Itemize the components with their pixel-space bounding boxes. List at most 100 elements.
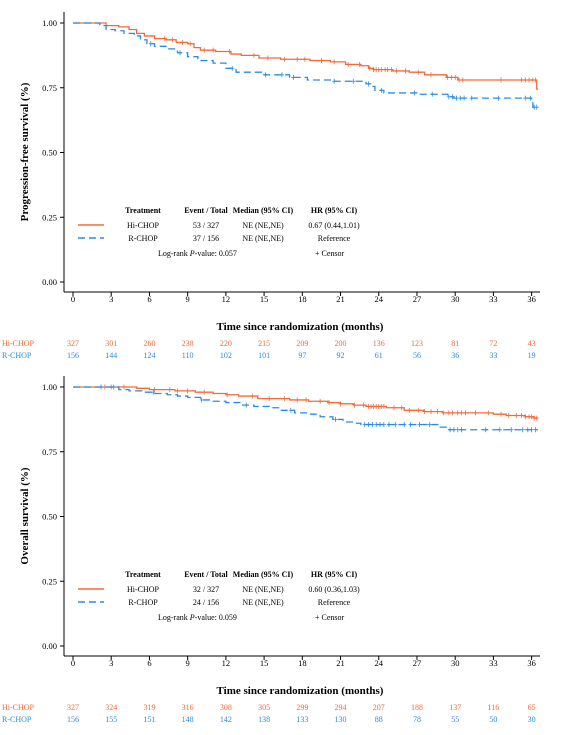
at-risk-count: 65 (528, 703, 536, 712)
x-tick-label: 12 (222, 294, 231, 304)
at-risk-count: 294 (335, 703, 347, 712)
logrank-text: Log-rank P-value: 0.057 (158, 249, 237, 258)
x-tick-label: 27 (413, 294, 422, 304)
x-tick-label: 33 (489, 294, 498, 304)
legend-header: HR (95% CI) (311, 206, 358, 215)
at-risk-count: 155 (105, 715, 117, 724)
logrank-p: P (189, 249, 195, 258)
y-tick-label: 0.50 (42, 512, 57, 522)
logrank-p: P (189, 613, 195, 622)
legend-header: HR (95% CI) (311, 570, 358, 579)
legend-header: Median (95% CI) (233, 206, 294, 215)
at-risk-count: 61 (375, 351, 383, 360)
legend-treatment: Hi-CHOP (127, 585, 160, 594)
at-risk-count: 308 (220, 703, 232, 712)
legend-events: 24 / 156 (193, 598, 219, 607)
legend-header: Treatment (125, 206, 161, 215)
legend-hr: 0.60 (0.36,1.03) (308, 585, 360, 594)
x-tick-label: 18 (298, 294, 307, 304)
legend-treatment: R-CHOP (128, 234, 158, 243)
at-risk-label-r-chop: R-CHOP (2, 715, 32, 724)
x-tick-label: 0 (71, 294, 75, 304)
legend-treatment: R-CHOP (128, 598, 158, 607)
y-tick-label: 1.00 (42, 382, 57, 392)
y-tick-label: 1.00 (42, 18, 57, 28)
x-tick-label: 15 (260, 294, 269, 304)
at-risk-count: 102 (220, 351, 232, 360)
at-risk-count: 33 (489, 351, 497, 360)
at-risk-count: 156 (67, 351, 79, 360)
at-risk-count: 92 (337, 351, 345, 360)
at-risk-count: 301 (105, 339, 117, 348)
logrank-text: Log-rank P-value: 0.059 (158, 613, 237, 622)
at-risk-count: 316 (182, 703, 194, 712)
at-risk-count: 78 (413, 715, 421, 724)
x-tick-label: 6 (147, 294, 151, 304)
x-tick-label: 3 (109, 294, 113, 304)
at-risk-count: 220 (220, 339, 232, 348)
y-tick-label: 0.25 (42, 576, 57, 586)
at-risk-count: 55 (451, 715, 459, 724)
at-risk-count: 327 (67, 339, 79, 348)
x-tick-label: 18 (298, 658, 307, 668)
legend-median: NE (NE,NE) (242, 221, 284, 230)
x-tick-label: 24 (375, 294, 384, 304)
x-tick-label: 9 (186, 294, 190, 304)
at-risk-label-hi-chop: Hi-CHOP (2, 339, 35, 348)
x-tick-label: 15 (260, 658, 269, 668)
x-tick-label: 6 (147, 658, 151, 668)
at-risk-count: 200 (335, 339, 347, 348)
at-risk-count: 43 (528, 339, 536, 348)
x-axis-title: Time since randomization (months) (217, 321, 384, 333)
km-curve-hi-chop (73, 22, 538, 90)
km-panel-os: 0.000.250.500.751.000 3 6 9 12 15 18 21 24 27 30 33… (2, 376, 540, 724)
at-risk-count: 156 (67, 715, 79, 724)
legend-hr: 0.67 (0.44,1.01) (308, 221, 360, 230)
x-tick-label: 12 (222, 658, 231, 668)
y-axis-title: Progression-free survival (%) (19, 82, 31, 221)
at-risk-count: 56 (413, 351, 421, 360)
at-risk-count: 138 (258, 715, 270, 724)
at-risk-count: 50 (489, 715, 497, 724)
at-risk-count: 327 (67, 703, 79, 712)
at-risk-count: 148 (182, 715, 194, 724)
at-risk-count: 81 (451, 339, 459, 348)
legend-header: Treatment (125, 570, 161, 579)
x-tick-label: 9 (186, 658, 190, 668)
km-panel-pfs: 0.000.250.500.751.000 3 6 9 12 15 18 21 24 27 30 33… (2, 12, 540, 360)
at-risk-count: 88 (375, 715, 383, 724)
legend-treatment: Hi-CHOP (127, 221, 160, 230)
at-risk-count: 319 (143, 703, 155, 712)
at-risk-count: 72 (489, 339, 497, 348)
x-tick-label: 24 (375, 658, 384, 668)
y-axis-title: Overall survival (%) (19, 467, 31, 564)
at-risk-count: 137 (449, 703, 461, 712)
at-risk-label-r-chop: R-CHOP (2, 351, 32, 360)
x-axis-title: Time since randomization (months) (217, 685, 384, 697)
legend-header: Median (95% CI) (233, 570, 294, 579)
legend-events: 32 / 327 (193, 585, 219, 594)
x-tick-label: 21 (336, 658, 345, 668)
at-risk-count: 30 (528, 715, 536, 724)
at-risk-count: 123 (411, 339, 423, 348)
x-tick-label: 3 (109, 658, 113, 668)
legend-median: NE (NE,NE) (242, 585, 284, 594)
y-tick-label: 0.00 (42, 277, 57, 287)
y-tick-label: 0.00 (42, 641, 57, 651)
legend-header: Event / Total (184, 570, 228, 579)
at-risk-count: 142 (220, 715, 232, 724)
legend-events: 53 / 327 (193, 221, 219, 230)
y-tick-label: 0.75 (42, 447, 57, 457)
x-tick-label: 36 (527, 658, 536, 668)
at-risk-count: 124 (143, 351, 155, 360)
y-tick-label: 0.75 (42, 83, 57, 93)
at-risk-count: 260 (143, 339, 155, 348)
x-tick-label: 33 (489, 658, 498, 668)
legend-header: Event / Total (184, 206, 228, 215)
at-risk-count: 207 (373, 703, 385, 712)
censor-legend: + Censor (315, 249, 345, 258)
censor-legend: + Censor (315, 613, 345, 622)
logrank-prefix: Log-rank (158, 249, 190, 258)
at-risk-count: 215 (258, 339, 270, 348)
